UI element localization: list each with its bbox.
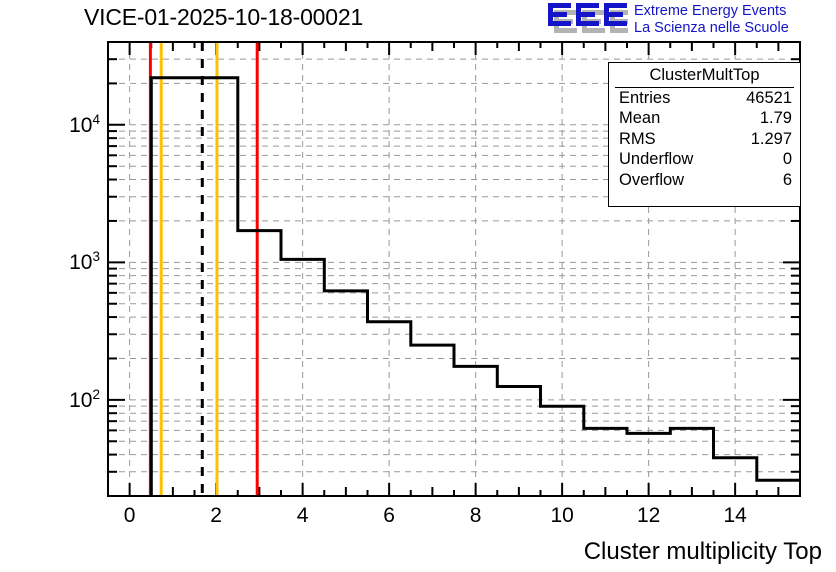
x-tick-label: 4 xyxy=(296,504,309,527)
stats-row: Overflow 6 xyxy=(609,170,800,190)
x-tick-label: 14 xyxy=(723,504,747,527)
stats-row-value: 6 xyxy=(782,170,792,189)
stats-row-label: Mean xyxy=(619,109,661,128)
stats-row-value: 46521 xyxy=(746,89,792,107)
x-tick-label: 0 xyxy=(123,504,136,527)
stats-row-label: Entries xyxy=(619,89,671,107)
stats-row-value: 0 xyxy=(782,150,792,169)
x-tick-label: 6 xyxy=(383,504,395,527)
stats-row: Underflow 0 xyxy=(609,149,800,169)
logo-line-1: Extreme Energy Events xyxy=(634,3,787,19)
y-tick-label: 104 xyxy=(69,111,100,137)
logo-text: Extreme Energy Events La Scienza nelle S… xyxy=(634,3,789,36)
eee-mark-icon xyxy=(548,3,628,33)
plot-frame xyxy=(107,41,801,497)
x-tick-label: 10 xyxy=(550,504,574,527)
x-axis-label: Cluster multiplicity Top xyxy=(583,538,822,565)
x-tick-label: 2 xyxy=(210,504,222,527)
stats-row: Entries 46521 xyxy=(609,88,800,108)
y-tick-label: 102 xyxy=(69,386,100,412)
x-tick-label: 8 xyxy=(469,504,482,527)
histogram-outline xyxy=(149,76,800,496)
stats-row-label: Underflow xyxy=(619,150,694,169)
stats-box: ClusterMultTop Entries 46521 Mean 1.79 RMS 1.… xyxy=(608,62,801,207)
stats-row-label: Overflow xyxy=(619,170,685,189)
stats-row: RMS 1.297 xyxy=(609,129,800,149)
eee-logo: Extreme Energy Events La Scienza nelle S… xyxy=(546,2,834,38)
stats-row-value: 1.297 xyxy=(750,129,792,148)
stats-row-value: 1.79 xyxy=(759,109,792,128)
x-tick-label: 12 xyxy=(636,504,661,527)
stats-row-label: RMS xyxy=(619,129,656,148)
page-title: VICE-01-2025-10-18-00021 xyxy=(84,4,364,30)
stats-row: Mean 1.79 xyxy=(609,108,800,128)
stats-title: ClusterMultTop xyxy=(615,63,794,88)
y-tick-label: 103 xyxy=(69,249,100,275)
logo-line-2: La Scienza nelle Scuole xyxy=(634,19,789,36)
